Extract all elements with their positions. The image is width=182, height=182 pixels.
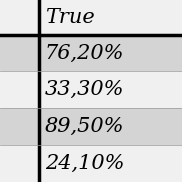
Text: 24,10%: 24,10% bbox=[45, 154, 124, 173]
Bar bbox=[0, 35, 39, 71]
Text: 76,20%: 76,20% bbox=[45, 43, 124, 62]
Bar bbox=[0, 0, 182, 35]
Bar bbox=[39, 71, 182, 108]
Bar bbox=[39, 145, 182, 182]
Bar bbox=[0, 71, 39, 108]
Text: 89,50%: 89,50% bbox=[45, 117, 124, 136]
Bar bbox=[0, 108, 39, 145]
Text: 33,30%: 33,30% bbox=[45, 80, 124, 99]
Text: True: True bbox=[45, 8, 94, 27]
Bar bbox=[0, 145, 39, 182]
Bar bbox=[39, 35, 182, 71]
Bar bbox=[39, 108, 182, 145]
